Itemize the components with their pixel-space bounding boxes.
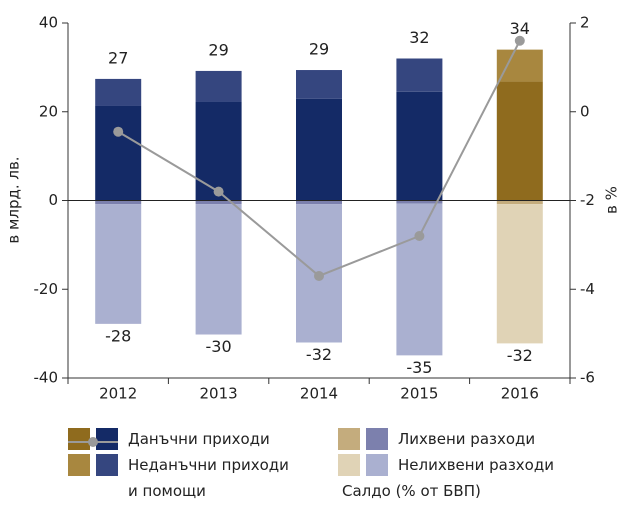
legend-item: Салдо (% от БВП) bbox=[68, 437, 608, 506]
legend: Данъчни приходи Лихвени разходи Неданъчни … bbox=[68, 428, 608, 506]
bar bbox=[195, 101, 242, 201]
line-marker bbox=[414, 231, 425, 241]
legend-item: Лихвени разходи bbox=[338, 428, 608, 454]
revenue-total-label: 29 bbox=[208, 40, 228, 59]
expense-total-label: -35 bbox=[406, 358, 432, 377]
legend-item bbox=[68, 480, 338, 506]
bar bbox=[95, 204, 142, 324]
y2-axis-label: в % bbox=[603, 186, 621, 214]
legend-label: Неданъчни приходи и помощи bbox=[128, 456, 289, 500]
y-tick-label: 40 bbox=[39, 14, 58, 32]
y2-tick-label: -2 bbox=[580, 191, 595, 209]
expense-total-label: -30 bbox=[206, 337, 232, 356]
legend-swatch bbox=[96, 428, 118, 450]
line-marker bbox=[514, 35, 525, 46]
y-tick-label: 20 bbox=[39, 102, 58, 120]
revenue-total-label: 29 bbox=[309, 40, 329, 59]
bar bbox=[95, 105, 142, 201]
bar bbox=[195, 70, 242, 102]
bar bbox=[95, 200, 142, 205]
y-tick-label: -40 bbox=[34, 369, 59, 387]
legend-swatch bbox=[366, 454, 388, 476]
x-tick-label: 2016 bbox=[501, 385, 539, 403]
legend-swatch bbox=[68, 454, 90, 476]
line-marker bbox=[314, 270, 324, 281]
x-tick-label: 2012 bbox=[99, 385, 137, 403]
legend-item: Неданъчни приходи и помощи bbox=[68, 454, 338, 500]
legend-swatch bbox=[68, 428, 90, 450]
expense-total-label: -32 bbox=[306, 345, 332, 364]
revenue-total-label: 27 bbox=[108, 48, 128, 67]
y2-tick-label: 2 bbox=[580, 14, 590, 32]
bar bbox=[195, 204, 242, 335]
legend-label: Данъчни приходи bbox=[128, 430, 270, 448]
x-tick-label: 2014 bbox=[300, 385, 338, 403]
bar bbox=[296, 200, 342, 205]
y-tick-label: -20 bbox=[34, 280, 59, 298]
bar bbox=[396, 203, 443, 356]
y2-tick-label: -6 bbox=[580, 369, 595, 387]
legend-item: Данъчни приходи bbox=[68, 428, 338, 454]
line-marker bbox=[113, 126, 124, 137]
y2-tick-label: -4 bbox=[580, 280, 595, 298]
revenue-total-label: 34 bbox=[510, 19, 530, 38]
legend-line bbox=[68, 437, 118, 447]
bar bbox=[496, 81, 543, 201]
legend-label: Лихвени разходи bbox=[398, 430, 536, 448]
y2-tick-label: 0 bbox=[580, 102, 590, 120]
legend-label: Нелихвени разходи bbox=[398, 456, 554, 474]
bar bbox=[496, 204, 543, 344]
line-marker bbox=[213, 186, 224, 197]
bar bbox=[195, 200, 242, 205]
bar bbox=[396, 200, 443, 204]
bar bbox=[296, 98, 342, 201]
expense-total-label: -28 bbox=[105, 326, 131, 345]
bar bbox=[496, 49, 543, 82]
y-tick-label: 0 bbox=[48, 191, 58, 209]
legend-item: Нелихвени разходи bbox=[338, 454, 608, 480]
y-axis-label: в млрд. лв. bbox=[5, 156, 23, 243]
legend-swatch bbox=[366, 428, 388, 450]
x-tick-label: 2013 bbox=[200, 385, 238, 403]
bar bbox=[496, 200, 543, 205]
legend-line-marker bbox=[88, 437, 98, 447]
bar bbox=[296, 70, 342, 99]
bar bbox=[396, 91, 443, 201]
legend-swatch bbox=[338, 428, 360, 450]
bar bbox=[95, 78, 142, 106]
x-tick-label: 2015 bbox=[400, 385, 438, 403]
legend-swatch bbox=[338, 454, 360, 476]
legend-label: Салдо (% от БВП) bbox=[342, 482, 481, 500]
revenue-total-label: 32 bbox=[409, 28, 429, 47]
legend-swatch bbox=[96, 454, 118, 476]
bar bbox=[396, 58, 443, 92]
expense-total-label: -32 bbox=[507, 346, 533, 365]
